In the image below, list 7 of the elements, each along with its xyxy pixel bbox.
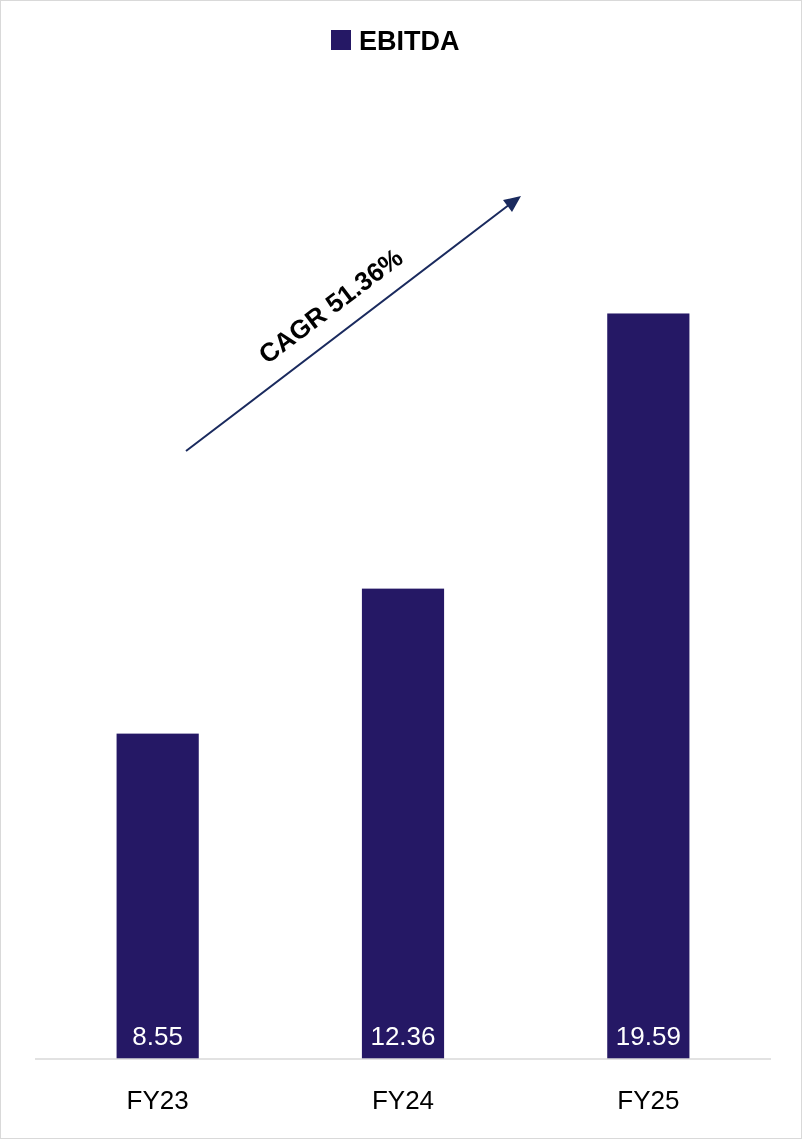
- x-tick-label: FY24: [371, 1085, 435, 1115]
- x-tick-label: FY25: [617, 1085, 680, 1115]
- legend-label: EBITDA: [359, 26, 460, 56]
- x-tick-label: FY23: [126, 1085, 189, 1115]
- data-label: 19.59: [615, 1021, 681, 1051]
- data-label: 12.36: [370, 1021, 436, 1051]
- data-label: 8.55: [132, 1021, 183, 1051]
